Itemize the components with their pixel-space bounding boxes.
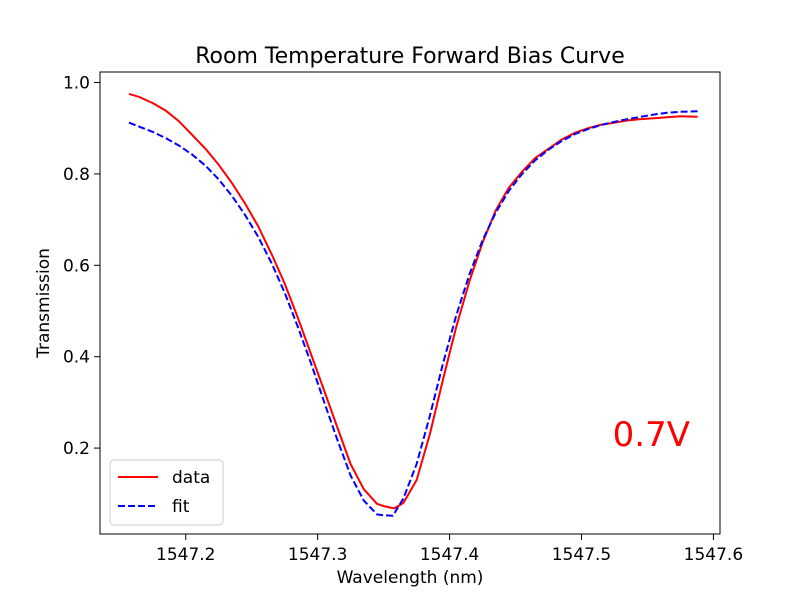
x-tick-label: 1547.6 bbox=[684, 545, 743, 565]
plot-area bbox=[99, 71, 721, 535]
legend-label-data: data bbox=[172, 468, 210, 488]
x-tick-label: 1547.4 bbox=[420, 545, 479, 565]
voltage-annotation: 0.7V bbox=[613, 415, 690, 455]
y-axis-label: Transmission bbox=[34, 248, 54, 359]
y-tick-label: 0.4 bbox=[63, 348, 90, 368]
x-tick-label: 1547.5 bbox=[552, 545, 611, 565]
series-line-fit bbox=[128, 110, 698, 517]
series-layer bbox=[128, 92, 698, 517]
x-tick-label: 1547.2 bbox=[156, 545, 215, 565]
y-tick-label: 1.0 bbox=[63, 74, 90, 94]
x-axis-label: Wavelength (nm) bbox=[337, 568, 484, 588]
legend: data fit bbox=[109, 459, 224, 526]
y-tick-label: 0.8 bbox=[63, 165, 90, 185]
x-tick-label: 1547.3 bbox=[288, 545, 347, 565]
chart-title: Room Temperature Forward Bias Curve bbox=[195, 44, 625, 69]
x-axis: 1547.2 1547.3 1547.4 1547.5 1547.6 bbox=[156, 534, 743, 565]
legend-label-fit: fit bbox=[172, 497, 190, 517]
y-axis: 0.2 0.4 0.6 0.8 1.0 bbox=[63, 74, 100, 459]
y-tick-label: 0.6 bbox=[63, 256, 90, 276]
y-tick-label: 0.2 bbox=[63, 439, 90, 459]
